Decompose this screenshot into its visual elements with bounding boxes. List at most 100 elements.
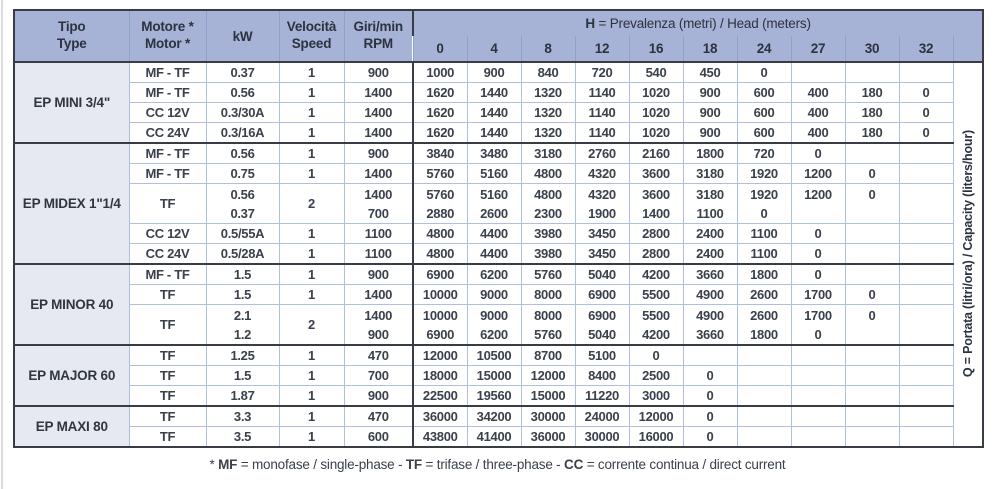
cell-flow: 24000: [574, 405, 629, 427]
cell-flow: 540: [628, 61, 683, 83]
cell-flow: 4800: [412, 223, 467, 244]
header-row-head-values: 0 4 8 12 16 18 24 27 30 32: [14, 36, 984, 63]
cell-flow: 6200: [466, 263, 521, 285]
col-header-velocita-line2: Speed: [291, 36, 332, 51]
cell-flow: 4200: [628, 263, 683, 285]
cell-flow: 10500: [466, 344, 521, 366]
cell-flow: 1000: [412, 61, 467, 83]
cell-flow: 3000: [628, 385, 683, 406]
cell-flow: 4320: [574, 163, 629, 184]
cell-flow: 180: [844, 122, 899, 143]
capacity-column: Q = Portata (litri/ora) / Capacity (lite…: [952, 61, 984, 447]
cell-flow: 30000: [574, 426, 629, 447]
cell-flow: 1200: [790, 183, 845, 224]
cell-flow: [790, 365, 845, 386]
footnote-text: = corrente continua / direct current: [583, 457, 786, 472]
table-row: TF 2.1 1.2 2 1400 900 10000 6900 9000 6200 8000 576…: [14, 304, 983, 345]
table-row: EP MAXI 80 TF 3.3 1 470 36000 34200 30000 24000 1…: [14, 405, 983, 447]
cell-kw: 1.87: [205, 385, 279, 406]
cell-flow: 840: [520, 61, 575, 83]
cell-flow: 2800: [628, 243, 683, 264]
cell-flow: 0: [898, 122, 953, 143]
cell-rpm: 900: [343, 263, 413, 285]
cell-flow: 1020: [628, 122, 683, 143]
cell-flow: 0: [898, 82, 953, 103]
table-row: MF - TF 0.56 1 1400 1620 1440 1320 1140 1020 900 6…: [14, 82, 983, 103]
cell-flow: 0: [790, 223, 845, 244]
cell-motor: TF: [128, 344, 206, 366]
cell-motor: TF: [128, 284, 206, 305]
col-header-giri-line1: Giri/min: [353, 19, 404, 35]
table-row: EP MIDEX 1"1/4 MF - TF 0.56 1 900 3840 3480 318…: [14, 142, 983, 264]
cell-flow: 4800: [412, 243, 467, 264]
cell-kw: 0.5/55A: [205, 223, 279, 244]
table-row: CC 12V 0.3/30A 1 1400 1620 1440 1320 1140 1020 90…: [14, 102, 983, 123]
cell-flow: 8000: [520, 284, 575, 305]
cell-speed: 1: [278, 263, 344, 285]
cell-motor: TF: [128, 426, 206, 447]
cell-rpm: 1100: [343, 243, 413, 264]
cell-flow: 900: [682, 122, 737, 143]
cell-flow: 0: [844, 183, 899, 224]
cell-flow: [736, 385, 791, 406]
capacity-axis-label: Q = Portata (litri/ora) / Capacity (lite…: [960, 129, 975, 378]
col-header-head-0: 0: [412, 36, 467, 63]
cell-flow: 10000 6900: [412, 304, 467, 345]
cell-rpm: 470: [343, 344, 413, 366]
cell-flow: 3180: [520, 142, 575, 164]
cell-flow: 15000: [466, 365, 521, 386]
cell-flow: 22500: [412, 385, 467, 406]
col-header-head-27: 27: [790, 36, 845, 63]
cell-motor: TF: [128, 405, 206, 427]
cell-kw: 0.37: [205, 61, 279, 83]
cell-motor: TF: [128, 183, 206, 224]
footnote-text: = trifase / three-phase -: [421, 457, 565, 472]
cell-kw: 2.1 1.2: [205, 304, 279, 345]
cell-flow: 1140: [574, 102, 629, 123]
cell-flow: 4400: [466, 223, 521, 244]
cell-group-name: EP MAJOR 60: [14, 344, 129, 406]
cell-kw: 3.3: [205, 405, 279, 427]
cell-flow: [844, 365, 899, 386]
cell-motor: MF - TF: [128, 82, 206, 103]
table-row: MF - TF 0.75 1 1400 5760 5160 4800 4320 3600 3180…: [14, 163, 983, 184]
cell-flow: 4800: [520, 163, 575, 184]
cell-flow: 600: [736, 102, 791, 123]
cell-kw: 0.3/30A: [205, 102, 279, 123]
cell-flow: 1920 0: [736, 183, 791, 224]
col-header-kw: kW: [205, 10, 279, 63]
cell-kw: 0.56 0.37: [205, 183, 279, 224]
cell-flow: 1100: [736, 243, 791, 264]
cell-flow: 30000: [520, 405, 575, 427]
cell-flow: 2400: [682, 243, 737, 264]
cell-flow: [898, 263, 953, 285]
cell-flow: 4900 3660: [682, 304, 737, 345]
cell-speed: 1: [278, 344, 344, 366]
cell-flow: 3660: [682, 263, 737, 285]
cell-rpm: 900: [343, 142, 413, 164]
cell-rpm: 1400: [343, 82, 413, 103]
cell-flow: [790, 344, 845, 366]
cell-flow: [898, 223, 953, 244]
cell-flow: 0: [682, 405, 737, 427]
cell-flow: 3450: [574, 243, 629, 264]
footnote-text: = monofase / single-phase -: [237, 457, 406, 472]
cell-speed: 1: [278, 61, 344, 83]
col-header-head-16: 16: [628, 36, 683, 63]
cell-flow: 1920: [736, 163, 791, 184]
cell-rpm: 900: [343, 61, 413, 83]
cell-speed: 1: [278, 223, 344, 244]
cell-flow: 1440: [466, 122, 521, 143]
cell-flow: [898, 426, 953, 447]
cell-flow: [736, 344, 791, 366]
table-row: CC 24V 0.3/16A 1 1400 1620 1440 1320 1140 1020 90…: [14, 122, 983, 143]
table-row: TF 1.87 1 900 22500 19560 15000 11220 3000 0: [14, 385, 983, 406]
cell-flow: 12000: [628, 405, 683, 427]
cell-flow: 3480: [466, 142, 521, 164]
cell-flow: 16000: [628, 426, 683, 447]
col-header-capacity-spacer: [952, 36, 984, 63]
cell-flow: [790, 61, 845, 83]
cell-motor: MF - TF: [128, 163, 206, 184]
col-header-head-12: 12: [574, 36, 629, 63]
cell-speed: 1: [278, 243, 344, 264]
